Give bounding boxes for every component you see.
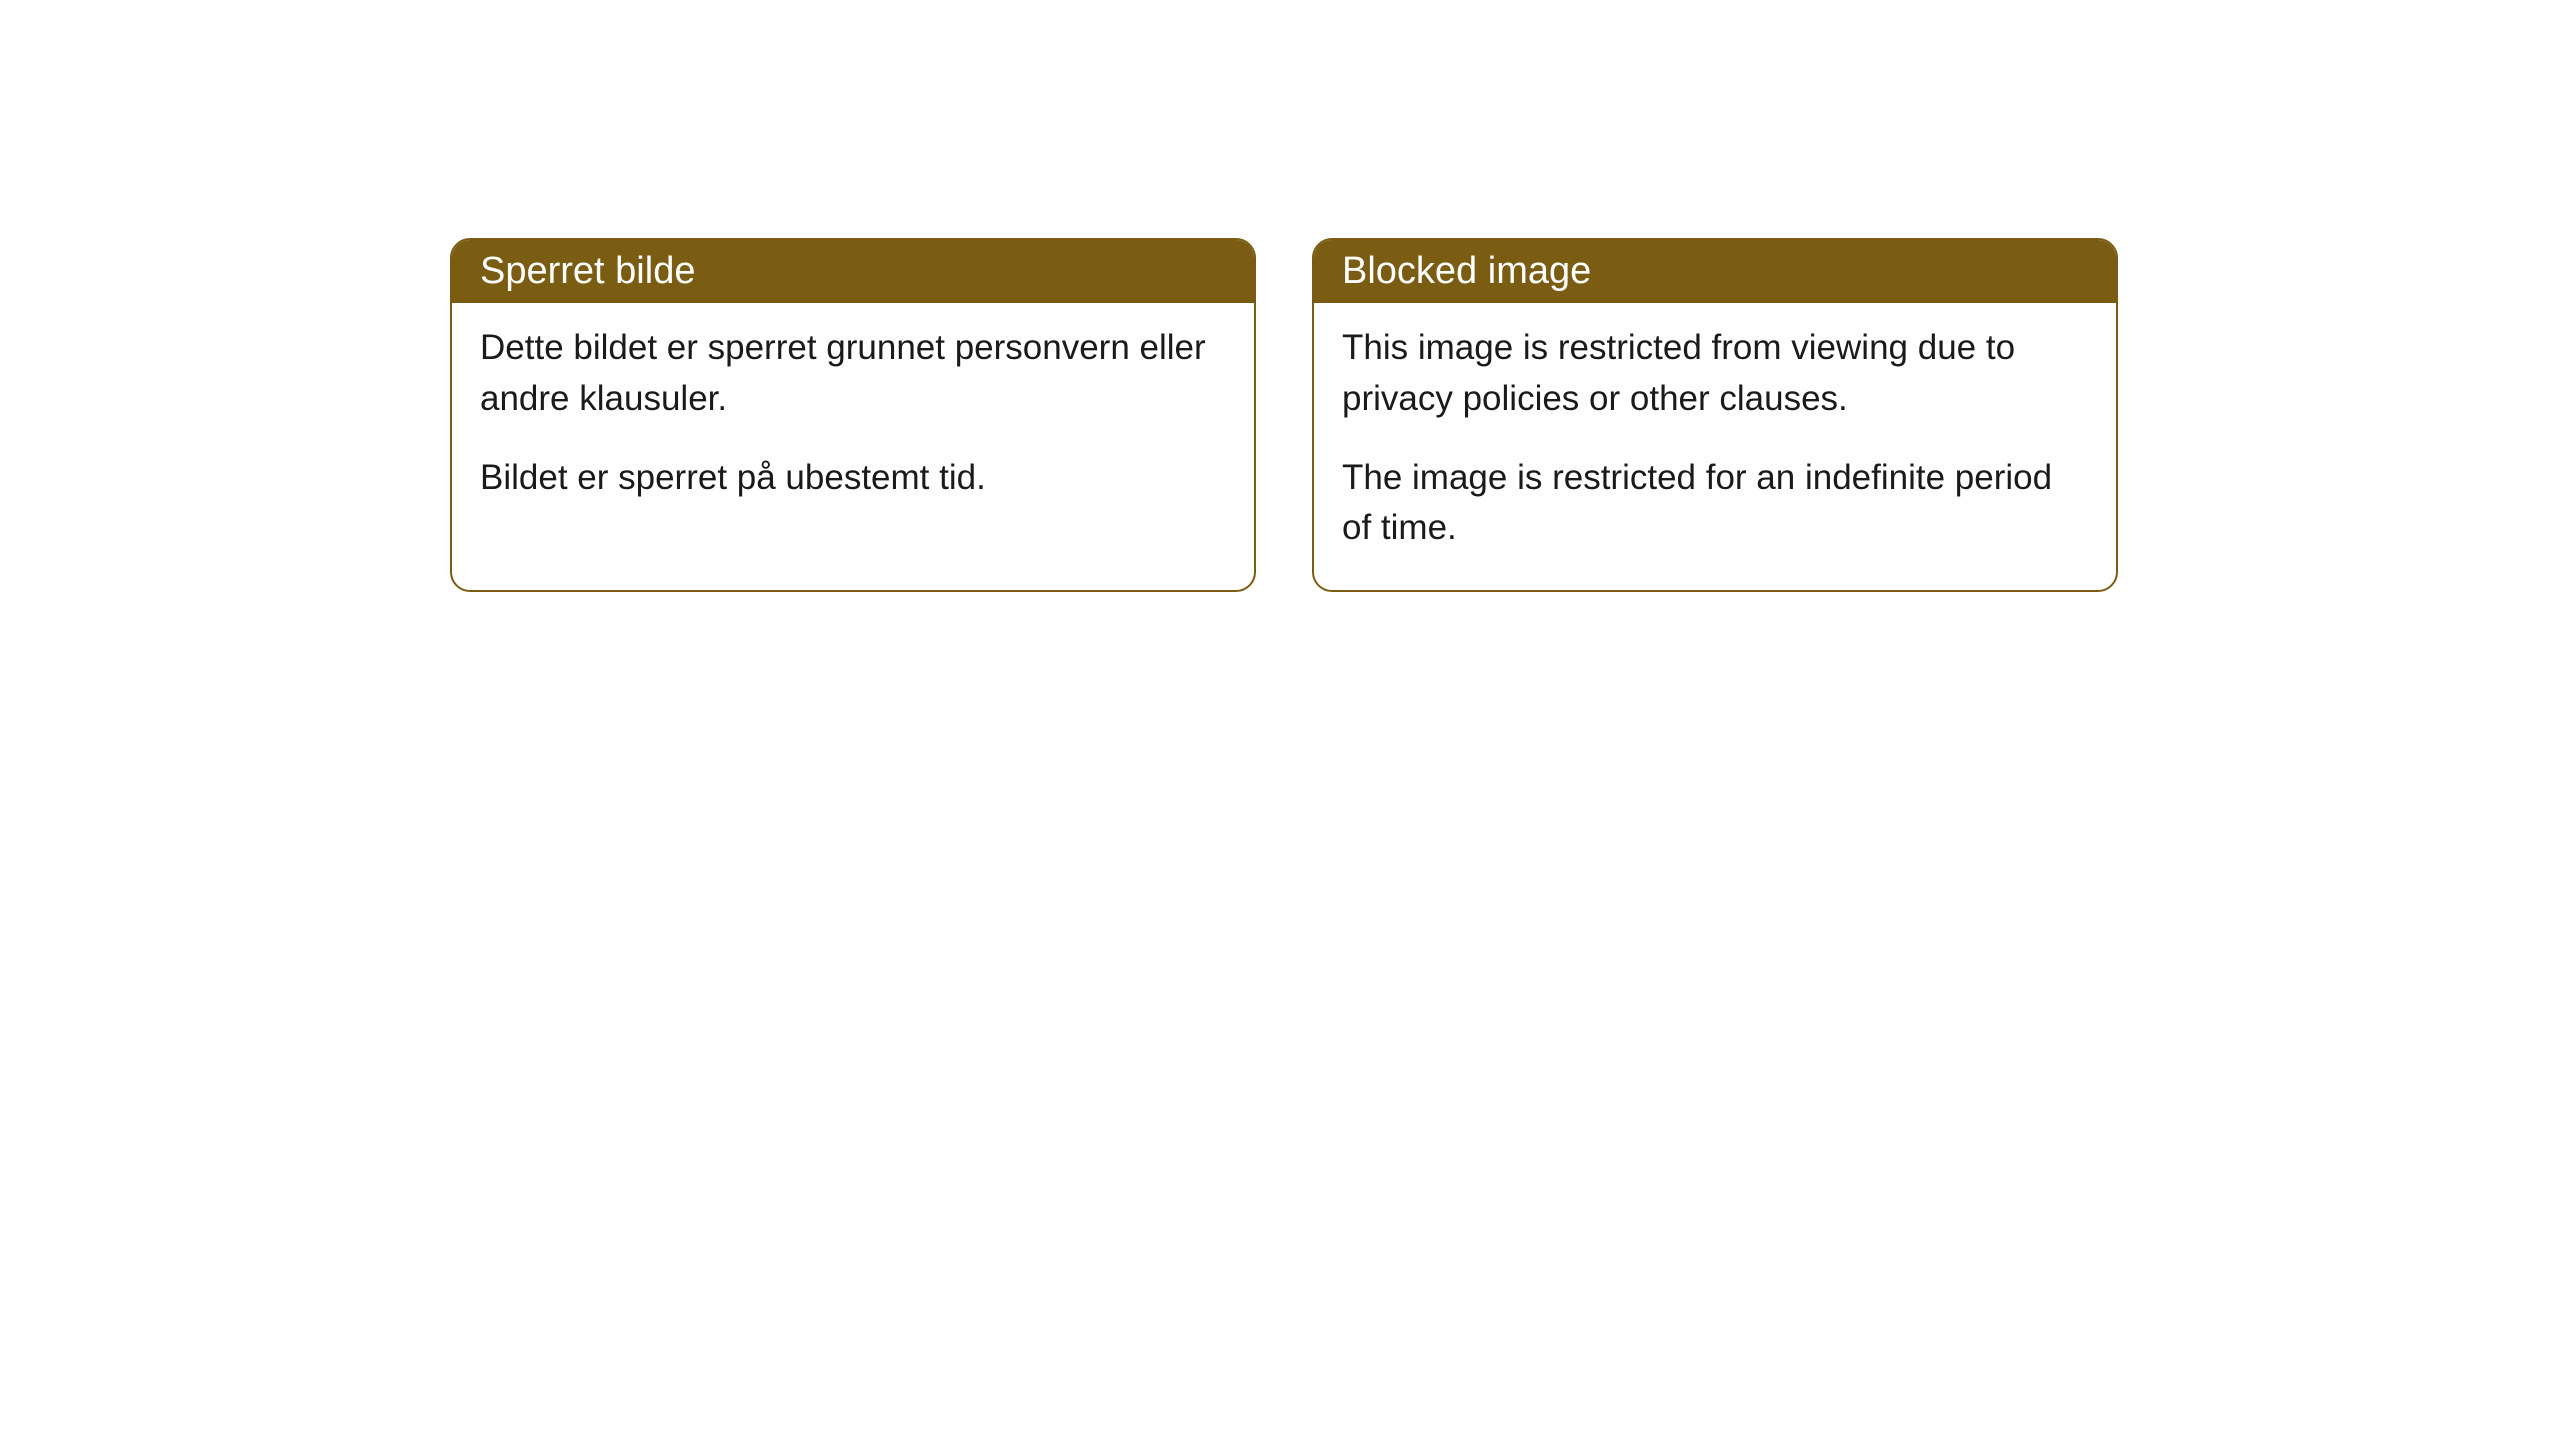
notice-container: Sperret bilde Dette bildet er sperret gr… (450, 238, 2118, 592)
card-paragraph: Bildet er sperret på ubestemt tid. (480, 453, 1226, 504)
card-body: This image is restricted from viewing du… (1314, 303, 2116, 590)
card-header: Sperret bilde (452, 240, 1254, 303)
card-title: Sperret bilde (480, 250, 695, 292)
notice-card-english: Blocked image This image is restricted f… (1312, 238, 2118, 592)
card-header: Blocked image (1314, 240, 2116, 303)
notice-card-norwegian: Sperret bilde Dette bildet er sperret gr… (450, 238, 1256, 592)
card-paragraph: The image is restricted for an indefinit… (1342, 453, 2088, 555)
card-paragraph: Dette bildet er sperret grunnet personve… (480, 323, 1226, 425)
card-paragraph: This image is restricted from viewing du… (1342, 323, 2088, 425)
card-title: Blocked image (1342, 250, 1591, 292)
card-body: Dette bildet er sperret grunnet personve… (452, 303, 1254, 539)
